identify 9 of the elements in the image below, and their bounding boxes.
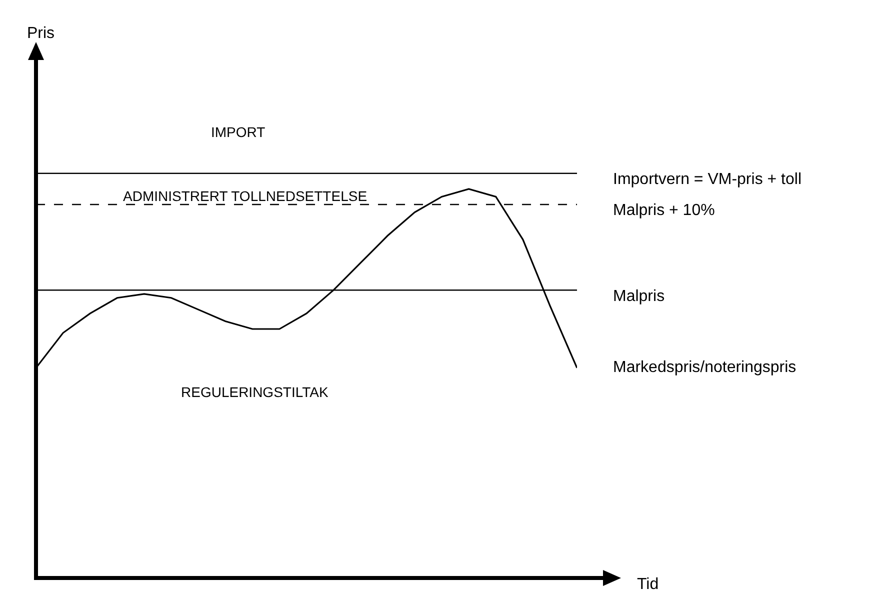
ref-line-label: Malpris + 10% xyxy=(613,202,715,219)
ref-line-label: Malpris xyxy=(613,288,665,305)
text: IMPORT xyxy=(211,124,266,140)
x-axis-title: Tid xyxy=(637,576,659,592)
text: Pris xyxy=(27,25,55,42)
annotation: REGULERINGSTILTAK xyxy=(181,384,329,400)
ref-line-label: Importvern = VM-pris + toll xyxy=(613,171,802,188)
annotation: ADMINISTRERT TOLLNEDSETTELSE xyxy=(123,188,368,204)
text: Markedspris/noteringspris xyxy=(613,359,796,376)
